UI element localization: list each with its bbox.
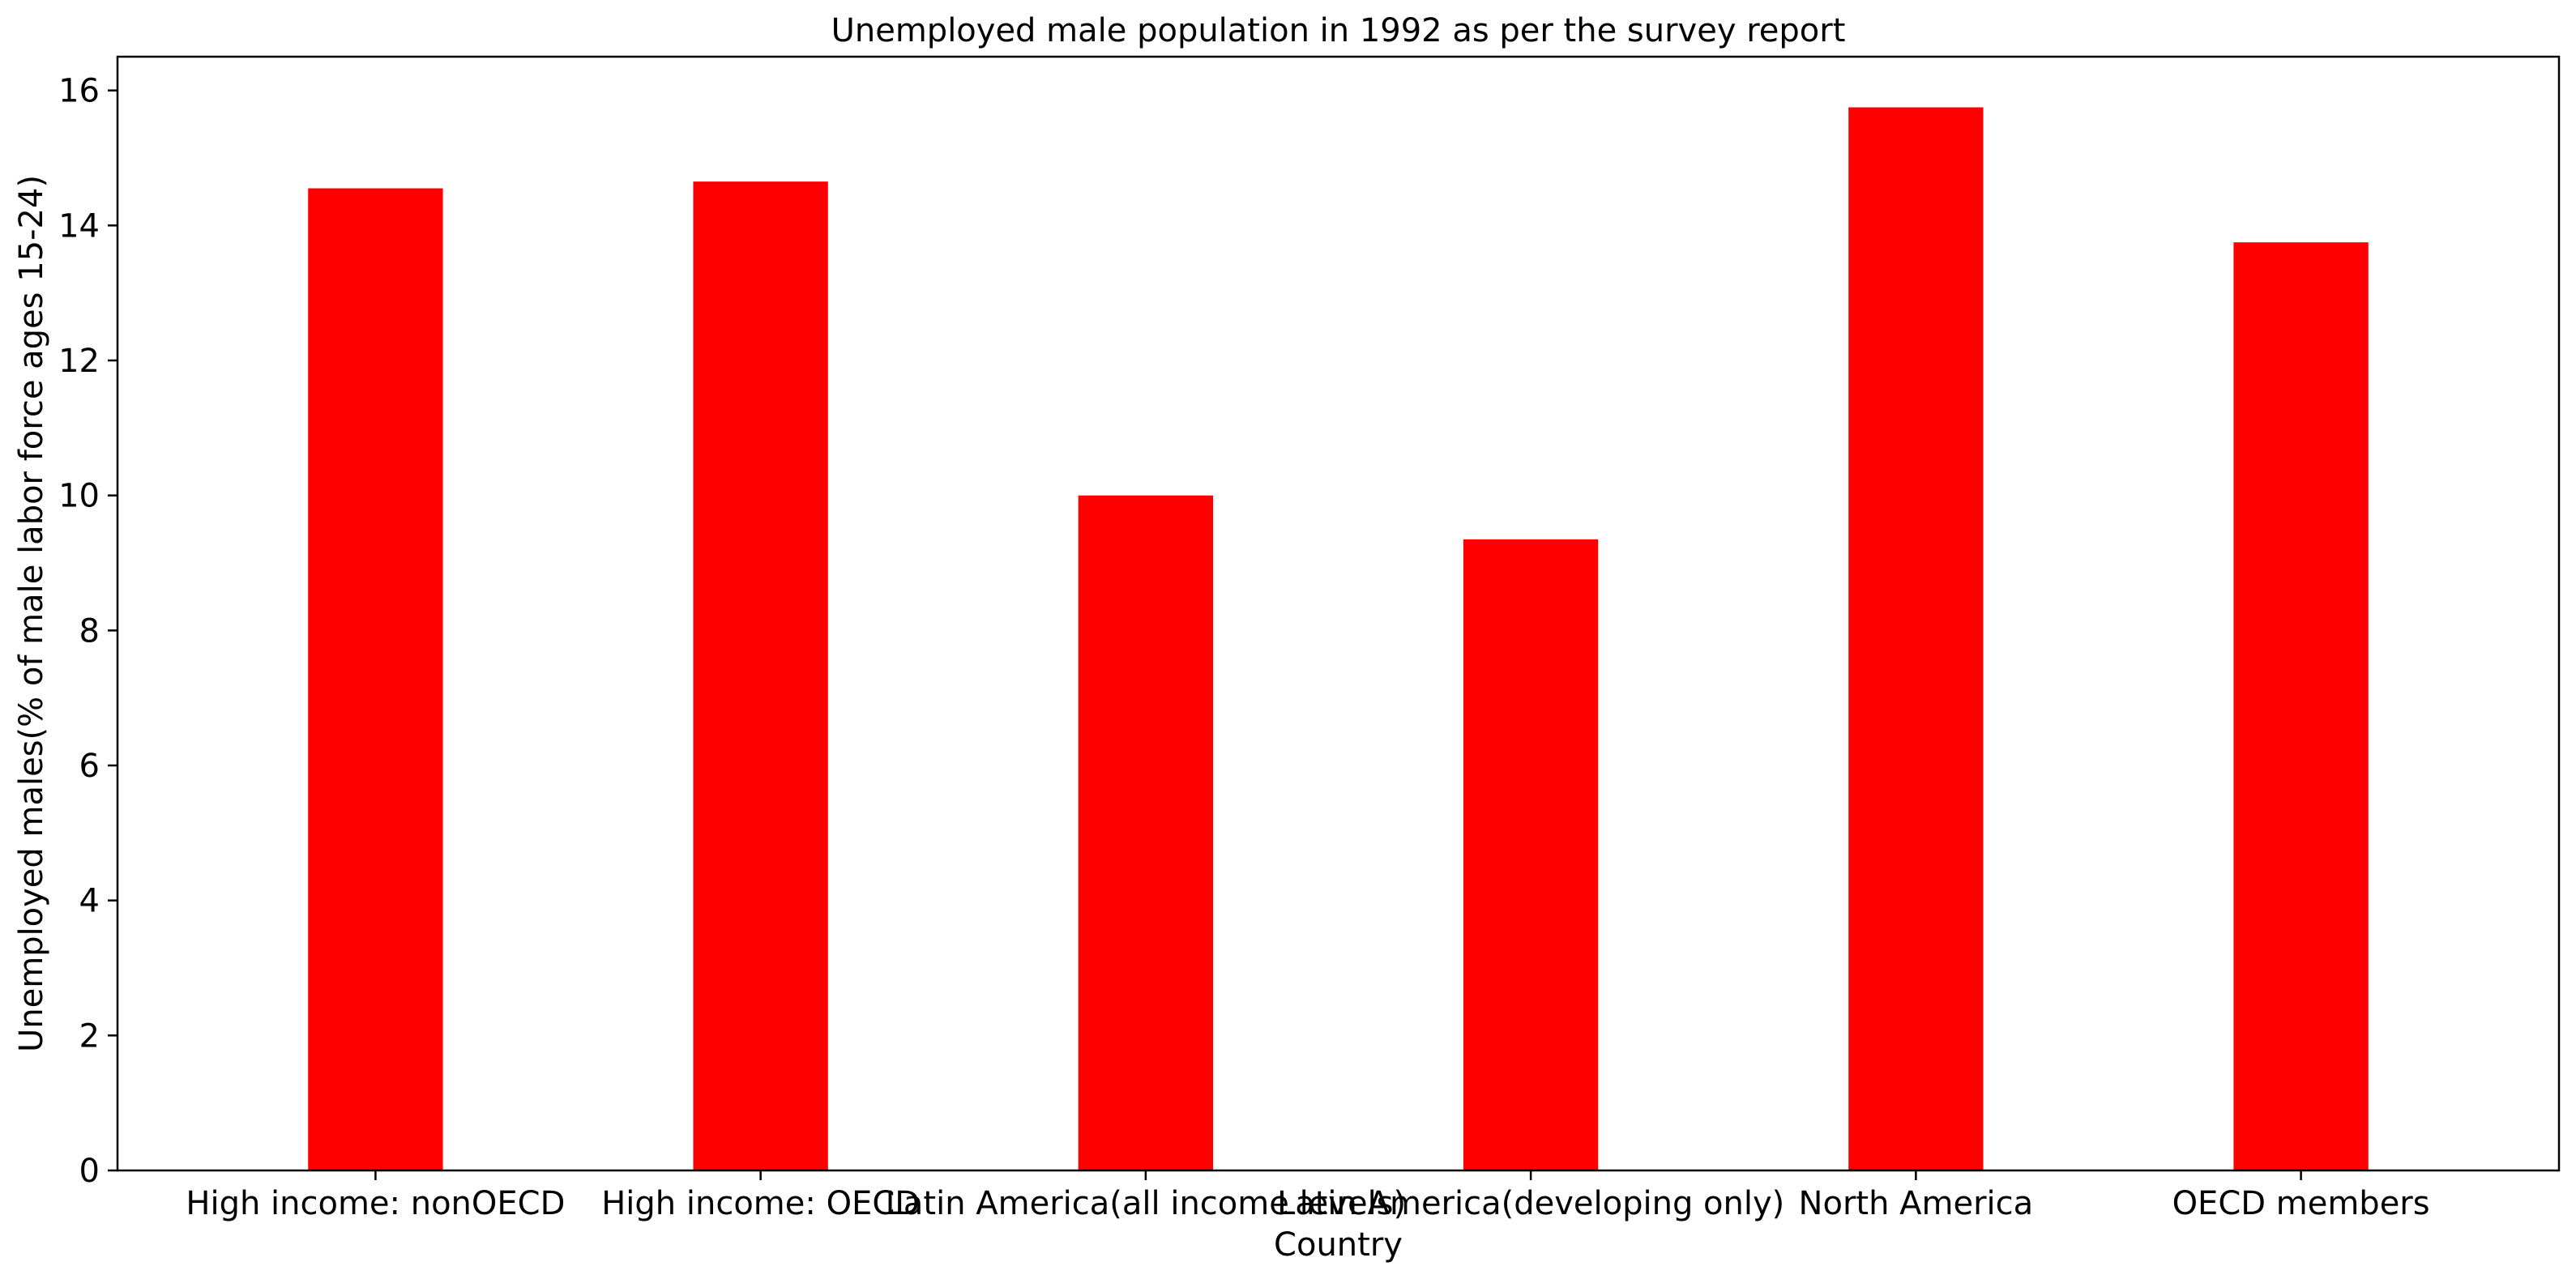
bar xyxy=(693,181,828,1171)
y-tick-label: 6 xyxy=(79,748,100,785)
bar xyxy=(308,188,443,1170)
y-tick-label: 10 xyxy=(58,478,100,515)
x-tick-label: Latin America(developing only) xyxy=(1277,1185,1784,1222)
x-axis: High income: nonOECD High income: OECDLat… xyxy=(186,1170,2430,1222)
bar xyxy=(1463,539,1599,1170)
x-tick-label: High income: OECD xyxy=(601,1185,920,1222)
y-tick-label: 0 xyxy=(79,1153,100,1190)
y-tick-label: 16 xyxy=(58,73,100,110)
bars-group xyxy=(308,107,2369,1171)
x-tick-label: North America xyxy=(1799,1185,2034,1222)
bar xyxy=(2233,242,2369,1171)
x-axis-label: Country xyxy=(1274,1226,1403,1264)
y-tick-label: 14 xyxy=(58,207,100,245)
y-tick-label: 4 xyxy=(79,883,100,920)
plot-area-frame xyxy=(116,55,2561,1172)
bar xyxy=(1848,107,1984,1170)
bar xyxy=(1078,495,1214,1170)
y-tick-label: 12 xyxy=(58,343,100,380)
x-tick-label: Latin America(all income levels) xyxy=(886,1185,1407,1222)
chart-title: Unemployed male population in 1992 as pe… xyxy=(831,12,1846,49)
y-tick-label: 8 xyxy=(79,612,100,650)
y-axis-label: Unemployed males(% of male labor force a… xyxy=(13,175,50,1052)
y-tick-label: 2 xyxy=(79,1017,100,1055)
y-axis: 0 2 4 6 8 10 12 14 16 xyxy=(58,73,117,1190)
x-tick-label: OECD members xyxy=(2172,1185,2430,1222)
x-tick-label: High income: nonOECD xyxy=(186,1185,565,1222)
